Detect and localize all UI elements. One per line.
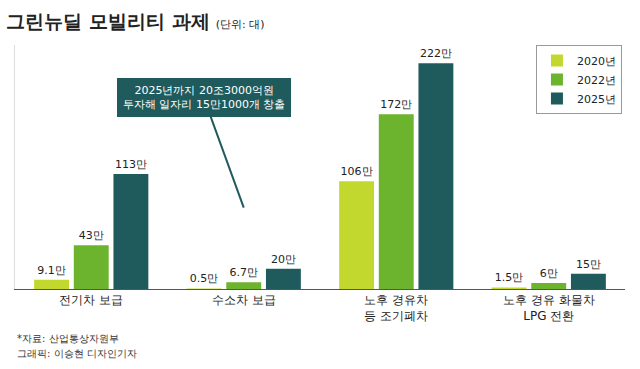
svg-text:2025년: 2025년 — [577, 93, 616, 106]
svg-text:그린뉴딜 모빌리티 과제 (단위: 대): 그린뉴딜 모빌리티 과제 (단위: 대) — [6, 10, 264, 32]
svg-text:*자료: 산업통상자원부: *자료: 산업통상자원부 — [17, 333, 119, 344]
svg-text:9.1만: 9.1만 — [37, 264, 66, 277]
svg-text:15만: 15만 — [576, 258, 601, 271]
svg-text:113만: 113만 — [115, 158, 147, 171]
svg-text:2025년까지 20조3000억원투자해 일자리 15만10: 2025년까지 20조3000억원투자해 일자리 15만1000개 창출 — [123, 84, 285, 111]
svg-text:2020년: 2020년 — [577, 55, 616, 68]
svg-text:43만: 43만 — [79, 229, 104, 242]
svg-text:6만: 6만 — [540, 267, 558, 280]
svg-text:수소차 보급: 수소차 보급 — [212, 293, 276, 307]
svg-text:노후 경유차등 조기폐차: 노후 경유차등 조기폐차 — [364, 293, 428, 323]
svg-text:0.5만: 0.5만 — [190, 272, 219, 285]
svg-text:172만: 172만 — [380, 98, 412, 111]
svg-text:106만: 106만 — [341, 165, 373, 178]
svg-text:222만: 222만 — [420, 47, 452, 60]
svg-text:20만: 20만 — [271, 253, 296, 266]
svg-text:그래픽: 이승현 디자인기자: 그래픽: 이승현 디자인기자 — [17, 348, 137, 359]
svg-text:1.5만: 1.5만 — [495, 271, 523, 284]
svg-text:전기차 보급: 전기차 보급 — [59, 293, 123, 307]
svg-text:6.7만: 6.7만 — [230, 266, 259, 279]
svg-text:2022년: 2022년 — [577, 74, 616, 87]
svg-text:노후 경유 화물차LPG 전환: 노후 경유 화물차LPG 전환 — [503, 293, 595, 323]
